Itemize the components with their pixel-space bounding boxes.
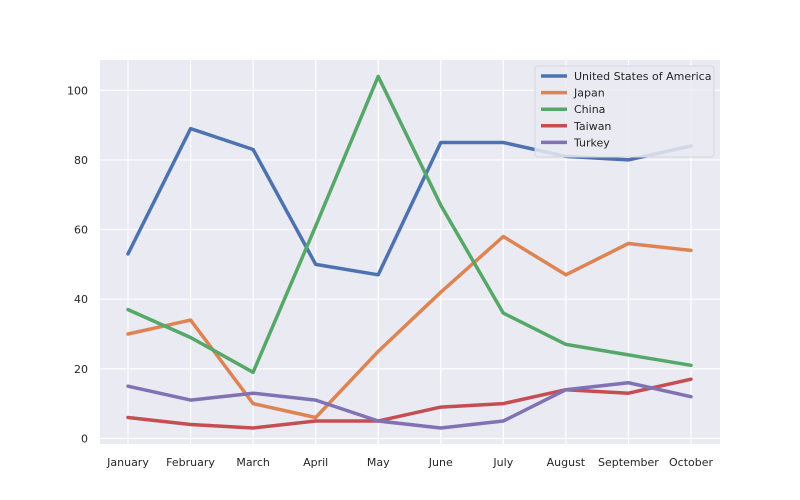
series-line-4 xyxy=(126,377,693,430)
legend-label: United States of America xyxy=(574,70,711,83)
gridlines xyxy=(100,60,720,444)
x-tick-label: October xyxy=(669,456,713,469)
x-tick-label: July xyxy=(492,456,513,469)
x-tick-label: August xyxy=(547,456,586,469)
y-tick-label: 80 xyxy=(74,154,88,167)
series-lines xyxy=(126,74,693,430)
legend: United States of America Japan China Taiwan… xyxy=(534,65,715,158)
y-tick-label: 20 xyxy=(74,363,88,376)
legend-label: China xyxy=(574,103,605,116)
series-line-5 xyxy=(126,380,693,430)
legend-label: Japan xyxy=(573,87,605,100)
x-tick-label: June xyxy=(428,456,453,469)
series-line-1 xyxy=(126,126,693,277)
y-tick-label: 40 xyxy=(74,293,88,306)
y-tick-label: 0 xyxy=(81,432,88,445)
x-tick-label: February xyxy=(166,456,215,469)
legend-label: Turkey xyxy=(573,136,610,149)
x-tick-labels: January February March April May June July Augu… xyxy=(106,456,713,469)
x-tick-label: March xyxy=(236,456,270,469)
x-tick-label: April xyxy=(303,456,328,469)
x-tick-label: January xyxy=(106,456,149,469)
y-tick-label: 100 xyxy=(67,84,88,97)
series-line-3 xyxy=(126,74,693,375)
y-tick-labels: 0 20 40 60 80 100 xyxy=(67,84,88,445)
legend-box xyxy=(534,65,715,158)
legend-label: Taiwan xyxy=(573,120,611,133)
x-tick-label: May xyxy=(367,456,390,469)
series-line-2 xyxy=(126,234,693,420)
y-tick-label: 60 xyxy=(74,224,88,237)
x-tick-label: September xyxy=(598,456,659,469)
